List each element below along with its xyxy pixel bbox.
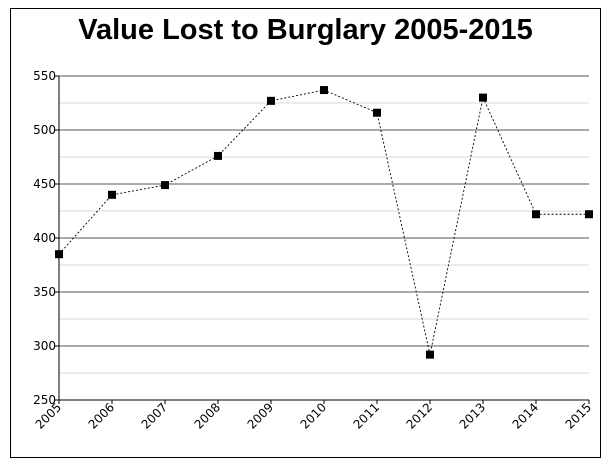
y-tick-label: 300 [33, 339, 56, 353]
data-point-marker [267, 96, 275, 105]
data-point-marker [161, 181, 169, 190]
x-tick-label: 2015 [563, 400, 594, 431]
y-tick-label: 500 [33, 123, 56, 137]
data-point-marker [55, 250, 63, 259]
y-tick-label: 350 [33, 285, 56, 299]
data-point-marker [320, 86, 328, 95]
x-tick-label: 2014 [510, 400, 541, 431]
x-tick-label: 2007 [139, 400, 170, 431]
chart-frame [10, 8, 601, 458]
data-point-marker [373, 108, 381, 117]
data-point-marker [214, 151, 222, 160]
x-tick-label: 2006 [86, 400, 117, 431]
data-point-marker [479, 93, 487, 102]
x-tick-label: 2013 [457, 400, 488, 431]
data-series [55, 86, 593, 359]
y-tick-label: 400 [33, 231, 56, 245]
y-tick-label: 250 [33, 393, 56, 407]
y-tick-label: 450 [33, 177, 56, 191]
axes [55, 75, 590, 404]
x-tick-label: 2012 [404, 400, 435, 431]
data-point-marker [585, 210, 593, 219]
grid-lines [59, 75, 589, 374]
chart-title: Value Lost to Burglary 2005-2015 [78, 14, 533, 46]
x-tick-label: 2010 [298, 400, 329, 431]
x-tick-label: 2008 [192, 400, 223, 431]
x-tick-label: 2009 [245, 400, 276, 431]
data-point-marker [532, 210, 540, 219]
data-point-marker [108, 190, 116, 199]
data-point-marker [426, 350, 434, 359]
x-tick-label: 2011 [351, 400, 382, 431]
y-tick-label: 550 [33, 69, 56, 83]
